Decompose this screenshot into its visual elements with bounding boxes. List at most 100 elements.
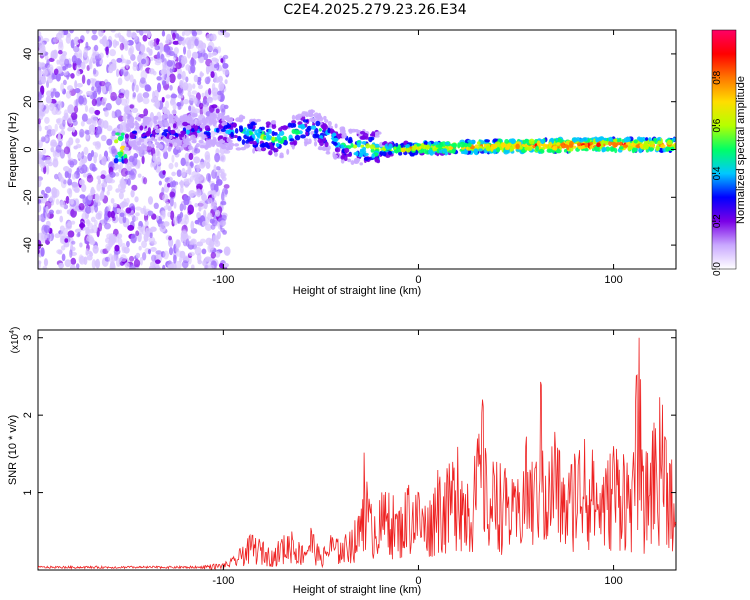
spectrogram-cell xyxy=(148,49,153,57)
spectrogram-cell xyxy=(161,80,166,86)
spectrogram-cell xyxy=(170,129,176,134)
spectrogram-cell xyxy=(101,155,107,166)
spectrogram-cell xyxy=(314,127,319,134)
spectrogram-cell xyxy=(110,91,117,102)
spectrogram-cell xyxy=(117,151,123,156)
spectrogram-cell xyxy=(108,84,113,95)
spectrogram-cell xyxy=(635,144,641,149)
spectrogram-cell xyxy=(58,30,64,36)
spectrogram-cell xyxy=(99,52,104,59)
snr-x-label: Height of straight line (km) xyxy=(293,584,421,596)
spectrogram-cell xyxy=(47,64,54,72)
spectrogram-cell xyxy=(193,156,201,164)
spectrogram-cell xyxy=(280,138,285,143)
spectrogram-cell xyxy=(199,71,203,79)
spectrogram-cell xyxy=(208,87,212,96)
spectrogram-cell xyxy=(55,209,61,215)
spectrogram-cell xyxy=(165,100,170,109)
spectrogram-cell xyxy=(211,87,219,97)
spectrogram-cell xyxy=(198,139,204,144)
spectrogram-cell xyxy=(92,245,99,254)
spectrogram-cell xyxy=(401,147,406,153)
spectrogram-cell xyxy=(442,148,448,154)
spectrogram-cell xyxy=(538,149,544,153)
spectrogram-cell xyxy=(279,154,284,159)
spectrogram-cell xyxy=(74,88,81,94)
spectrogram-cell xyxy=(185,238,190,247)
spectrogram-cell xyxy=(147,210,154,216)
spectrogram-cell xyxy=(147,30,152,39)
spectrogram-cell xyxy=(387,151,393,155)
spectrogram-cell xyxy=(120,167,128,177)
spectrogram-cell xyxy=(40,247,45,257)
spectrogram-cell xyxy=(115,68,120,78)
spectrogram-cell xyxy=(131,107,139,113)
spectrogram-cell xyxy=(204,223,212,232)
spectrogram-cell xyxy=(169,73,176,84)
spectrogram-cell xyxy=(268,142,273,146)
spectrogram-cell xyxy=(135,230,140,237)
spectrogram-cell xyxy=(291,144,295,150)
spectrogram-cell xyxy=(189,192,194,198)
spectrogram-cell xyxy=(171,138,176,143)
spectrogram-cell xyxy=(153,138,158,142)
spectrogram-cell xyxy=(211,51,217,56)
spectrogram-cell xyxy=(536,140,541,147)
spectrogram-cell xyxy=(310,125,317,130)
spectrogram-cell xyxy=(62,79,67,86)
spectrogram-cell xyxy=(180,230,188,240)
spectrogram-cell xyxy=(356,142,361,148)
spectrogram-cell xyxy=(149,226,157,232)
spectrogram-cell xyxy=(225,145,231,151)
spectrogram-cell xyxy=(140,44,146,53)
spectrogram-cell xyxy=(596,142,601,148)
spectrogram-cell xyxy=(87,193,93,201)
spectrogram-cell xyxy=(642,144,647,151)
spectrogram-cell xyxy=(126,178,131,186)
spectrogram-cell xyxy=(72,45,80,53)
spectrogram-cell xyxy=(157,150,161,159)
spectrogram-cell xyxy=(86,174,94,183)
spectrogram-cell xyxy=(173,201,177,209)
spectrogram-cell xyxy=(241,139,246,145)
spectrogram-cell xyxy=(162,264,166,269)
spectrogram-cell xyxy=(134,196,139,203)
spectrogram-cell xyxy=(207,197,213,205)
spectrogram-cell xyxy=(492,149,497,155)
spectrogram-cell xyxy=(359,152,364,158)
spectrogram-cell xyxy=(131,156,138,166)
spectrogram-cell xyxy=(168,162,174,170)
spectrogram-cell xyxy=(139,30,144,36)
spectrogram-cell xyxy=(370,148,375,153)
spectrogram-cell xyxy=(210,130,216,138)
spectrogram-cell xyxy=(67,127,73,132)
spectrogram-cell xyxy=(172,32,176,41)
spectrogram-cell xyxy=(154,266,161,269)
spectrogram-cell xyxy=(145,230,150,238)
spectrogram-cell xyxy=(100,190,105,200)
spectrogram-cell xyxy=(167,205,172,212)
spectrogram-cell xyxy=(191,90,198,95)
spectrogram-cell xyxy=(181,70,186,81)
spectrogram-cell xyxy=(221,214,227,222)
spectrogram-cell xyxy=(67,178,73,186)
snr-plot-area xyxy=(38,330,676,570)
spectrogram-cell xyxy=(144,219,149,228)
spectrogram-cell xyxy=(176,128,181,133)
spectrogram-cell xyxy=(225,124,232,129)
spectrogram-cell xyxy=(66,209,71,215)
spectrogram-cell xyxy=(58,140,63,147)
spectrogram-cell xyxy=(75,64,81,71)
spectrogram-cell xyxy=(256,146,260,151)
spectrogram-cell xyxy=(622,144,629,148)
spectrogram-cell xyxy=(118,92,125,99)
spectrogram-cell xyxy=(193,125,199,132)
spectrogram-cell xyxy=(77,166,82,171)
spectrogram-cell xyxy=(155,250,163,255)
spectrogram-cell xyxy=(535,145,540,152)
spectrogram-cell xyxy=(648,140,655,145)
spectrogram-cell xyxy=(666,139,673,146)
spectrogram-cell xyxy=(135,125,140,130)
spectrogram-cell xyxy=(631,147,638,153)
spectrogram-cell xyxy=(75,144,82,149)
